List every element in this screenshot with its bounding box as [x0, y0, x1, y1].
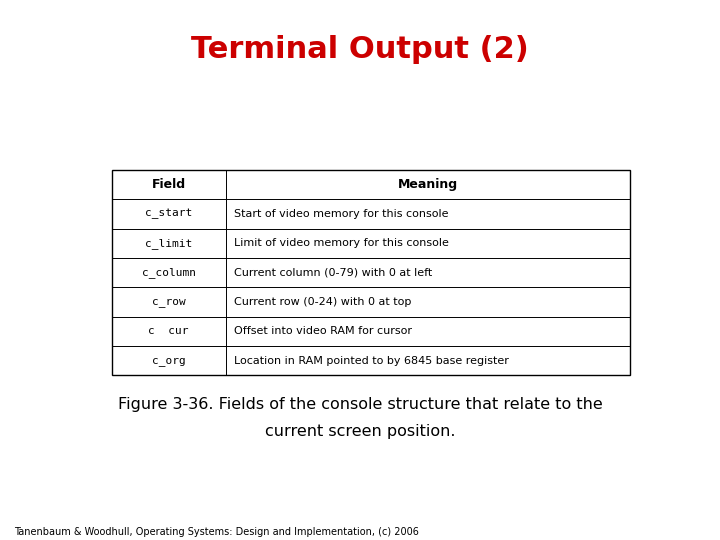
Text: c_start: c_start [145, 209, 192, 219]
Text: Meaning: Meaning [397, 178, 458, 191]
Text: Current row (0-24) with 0 at top: Current row (0-24) with 0 at top [234, 297, 412, 307]
Text: c_limit: c_limit [145, 238, 192, 249]
Text: Location in RAM pointed to by 6845 base register: Location in RAM pointed to by 6845 base … [234, 356, 509, 366]
Text: c_org: c_org [152, 356, 186, 366]
Text: Start of video memory for this console: Start of video memory for this console [234, 209, 449, 219]
Text: current screen position.: current screen position. [265, 424, 455, 439]
Text: Figure 3-36. Fields of the console structure that relate to the: Figure 3-36. Fields of the console struc… [117, 397, 603, 412]
Bar [112, 170, 630, 375]
Text: c_column: c_column [142, 267, 196, 278]
Text: Offset into video RAM for cursor: Offset into video RAM for cursor [234, 326, 413, 336]
Text: c_row: c_row [152, 297, 186, 307]
Text: Terminal Output (2): Terminal Output (2) [191, 35, 529, 64]
Text: Field: Field [152, 178, 186, 191]
Text: Current column (0-79) with 0 at left: Current column (0-79) with 0 at left [234, 268, 433, 278]
Text: c  cur: c cur [148, 326, 189, 336]
Text: Limit of video memory for this console: Limit of video memory for this console [234, 238, 449, 248]
Text: Tanenbaum & Woodhull, Operating Systems: Design and Implementation, (c) 2006: Tanenbaum & Woodhull, Operating Systems:… [14, 527, 419, 537]
